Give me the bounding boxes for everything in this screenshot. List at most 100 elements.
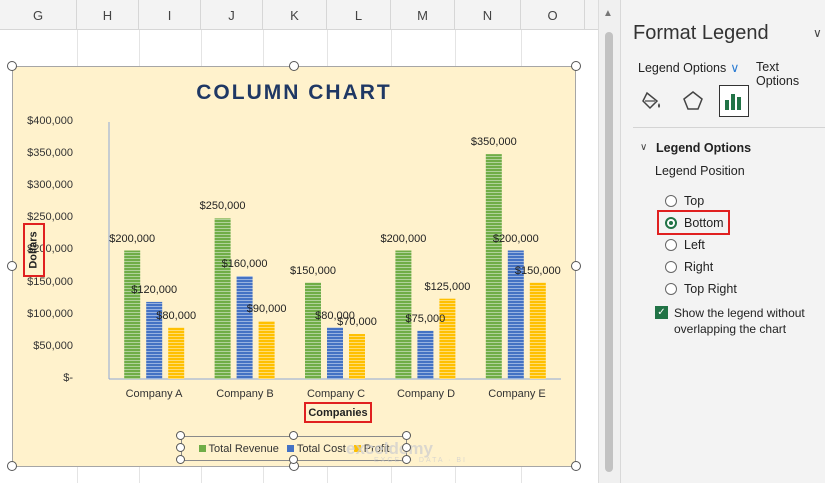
highlight-box [657, 210, 730, 235]
format-legend-pane: Format Legend ∨ Legend Options ∨ Text Opt… [620, 0, 825, 483]
column-header-j[interactable]: J [201, 0, 263, 30]
legend-handle[interactable] [176, 443, 185, 452]
pane-title: Format Legend [633, 22, 769, 44]
bar-total-revenue[interactable] [124, 250, 141, 380]
column-header-g[interactable]: G [0, 0, 77, 30]
data-label: $125,000 [424, 280, 471, 293]
watermark-tagline: EXCEL · DATA · BI [374, 457, 467, 464]
column-chart[interactable]: COLUMN CHART $400,000 $350,000 $300,000 … [7, 61, 581, 471]
legend-handle[interactable] [176, 431, 185, 440]
category-label: Company E [488, 388, 546, 400]
bar-total-revenue[interactable] [395, 250, 412, 380]
y-axis-title[interactable]: Dollars [23, 223, 45, 277]
chart-title[interactable]: COLUMN CHART [196, 81, 392, 104]
y-tick-label: $50,000 [33, 340, 73, 352]
radio-right[interactable]: Right [665, 260, 713, 274]
data-label: $200,000 [109, 232, 156, 245]
bar-profit[interactable] [349, 334, 365, 379]
column-header-i[interactable]: I [139, 0, 201, 30]
overlap-option[interactable]: ✓ Show the legend without overlapping th… [655, 305, 814, 337]
section-title[interactable]: Legend Options [656, 141, 752, 155]
legend-handle[interactable] [176, 455, 185, 464]
category-label: Company B [216, 388, 274, 400]
radio-bottom[interactable]: Bottom [665, 216, 724, 230]
vertical-scrollbar[interactable]: ▲ [598, 0, 620, 483]
legend-swatch [198, 445, 206, 452]
bar-total-cost[interactable] [327, 327, 343, 379]
column-header-o[interactable]: O [521, 0, 585, 30]
column-header-h[interactable]: H [77, 0, 139, 30]
pane-options-chevron-icon[interactable]: ∨ [813, 26, 822, 40]
data-label: $250,000 [199, 200, 246, 213]
resize-handle[interactable] [7, 261, 17, 271]
radio-button[interactable] [665, 239, 677, 251]
bar-total-cost[interactable] [417, 330, 434, 379]
bar-total-revenue[interactable] [305, 282, 321, 379]
category-label: Company C [306, 388, 366, 400]
legend-item[interactable]: Total Revenue [198, 442, 279, 455]
scrollbar-thumb[interactable] [605, 32, 613, 472]
fill-line-icon[interactable] [637, 85, 667, 117]
column-header-m[interactable]: M [391, 0, 455, 30]
data-label: $350,000 [470, 136, 517, 149]
tab-text-options[interactable]: Text Options [756, 60, 800, 88]
legend-handle[interactable] [402, 443, 411, 452]
plot-area[interactable] [13, 67, 577, 468]
bar-profit[interactable] [439, 298, 456, 379]
pane-divider [633, 127, 825, 128]
y-tick-label: $100,000 [27, 308, 73, 320]
bar-total-revenue[interactable] [485, 154, 502, 379]
radio-button[interactable] [665, 261, 677, 273]
bar-total-cost[interactable] [146, 301, 163, 379]
resize-handle[interactable] [571, 261, 581, 271]
y-tick-label: $200,000 [27, 243, 73, 255]
bar-profit[interactable] [258, 321, 275, 379]
legend-swatch [286, 445, 294, 452]
data-label: $90,000 [246, 303, 287, 316]
legend-label: Total Revenue [208, 442, 279, 455]
radio-left[interactable]: Left [665, 238, 705, 252]
legend-position-label: Legend Position [655, 164, 745, 178]
bar-total-cost[interactable] [236, 276, 253, 379]
checkbox-checked-icon[interactable]: ✓ [655, 306, 668, 319]
x-axis-title[interactable]: Companies [304, 402, 372, 423]
legend-handle[interactable] [289, 455, 298, 464]
legend-handle[interactable] [289, 431, 298, 440]
legend-handle[interactable] [402, 431, 411, 440]
legend-item[interactable]: Profit [353, 442, 390, 455]
legend-label: Profit [363, 442, 390, 455]
radio-top-right[interactable]: Top Right [665, 282, 737, 296]
resize-handle[interactable] [7, 461, 17, 471]
scroll-up-icon[interactable]: ▲ [603, 8, 613, 19]
column-header-k[interactable]: K [263, 0, 327, 30]
data-label: $160,000 [221, 258, 268, 271]
column-header-n[interactable]: N [455, 0, 521, 30]
effects-icon[interactable] [678, 85, 708, 117]
radio-label: Top [684, 194, 705, 208]
bar-total-cost[interactable] [507, 250, 524, 380]
resize-handle[interactable] [571, 61, 581, 71]
tab-legend-options-label: Legend Options [638, 61, 727, 75]
radio-button-selected[interactable] [665, 217, 677, 229]
data-label: $80,000 [315, 309, 355, 322]
bar-profit[interactable] [168, 327, 185, 379]
radio-label: Left [684, 238, 705, 252]
column-header-row: G H I J K L M N O [0, 0, 598, 30]
radio-button[interactable] [665, 283, 677, 295]
section-collapse-chevron-icon[interactable]: ∨ [640, 142, 648, 153]
bar-total-revenue[interactable] [214, 218, 231, 379]
column-header-l[interactable]: L [327, 0, 391, 30]
resize-handle[interactable] [289, 61, 299, 71]
resize-handle[interactable] [571, 461, 581, 471]
resize-handle[interactable] [7, 61, 17, 71]
tab-legend-options[interactable]: Legend Options ∨ [638, 60, 739, 75]
legend-item[interactable]: Total Cost [286, 443, 346, 455]
legend-handle[interactable] [402, 455, 411, 464]
watermark-name: exceldemy [346, 439, 433, 458]
radio-button[interactable] [665, 195, 677, 207]
radio-label: Bottom [684, 216, 724, 230]
legend-options-icon[interactable] [719, 85, 749, 117]
data-label: $200,000 [492, 232, 539, 245]
radio-top[interactable]: Top [665, 194, 704, 208]
bar-profit[interactable] [529, 282, 546, 379]
